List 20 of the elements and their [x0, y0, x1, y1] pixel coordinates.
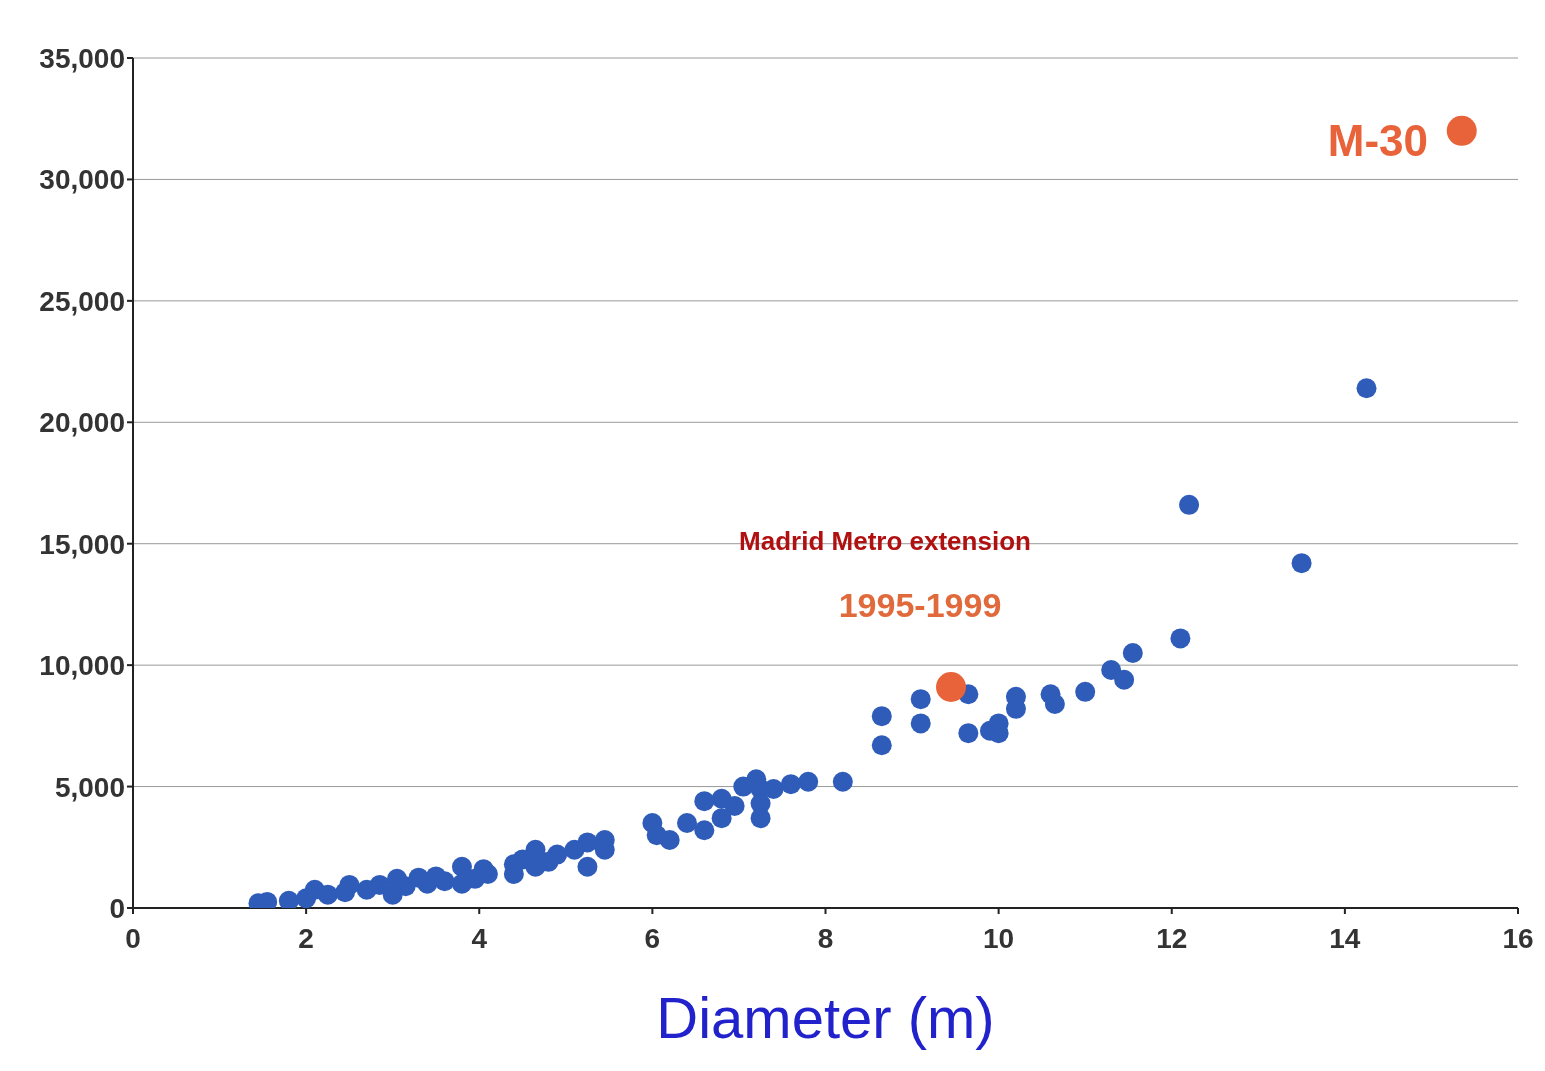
y-tick-label: 0 — [109, 892, 125, 924]
annotation: M-30 — [1327, 116, 1428, 165]
x-tick-label: 14 — [1329, 922, 1361, 954]
x-tick-label: 6 — [644, 922, 661, 954]
y-tick-label: 35,000 — [39, 42, 125, 74]
y-tick-label: 25,000 — [39, 285, 125, 317]
x-tick-label: 10 — [983, 922, 1015, 954]
y-tick-label: 10,000 — [39, 650, 125, 682]
annotation: Madrid Metro extension — [739, 526, 1031, 556]
x-tick-label: 2 — [298, 922, 314, 954]
x-axis-title: Diameter (m) — [656, 985, 995, 1050]
x-tick-label: 12 — [1156, 922, 1188, 954]
x-tick-label: 4 — [471, 922, 488, 954]
y-tick-label: 15,000 — [39, 528, 125, 560]
x-tick-label: 8 — [817, 922, 834, 954]
annotation: 1995-1999 — [838, 586, 1002, 624]
x-tick-label: 16 — [1502, 922, 1534, 954]
y-tick-label: 30,000 — [39, 164, 125, 196]
y-tick-label: 5,000 — [54, 771, 125, 803]
y-tick-label: 20,000 — [39, 407, 125, 439]
